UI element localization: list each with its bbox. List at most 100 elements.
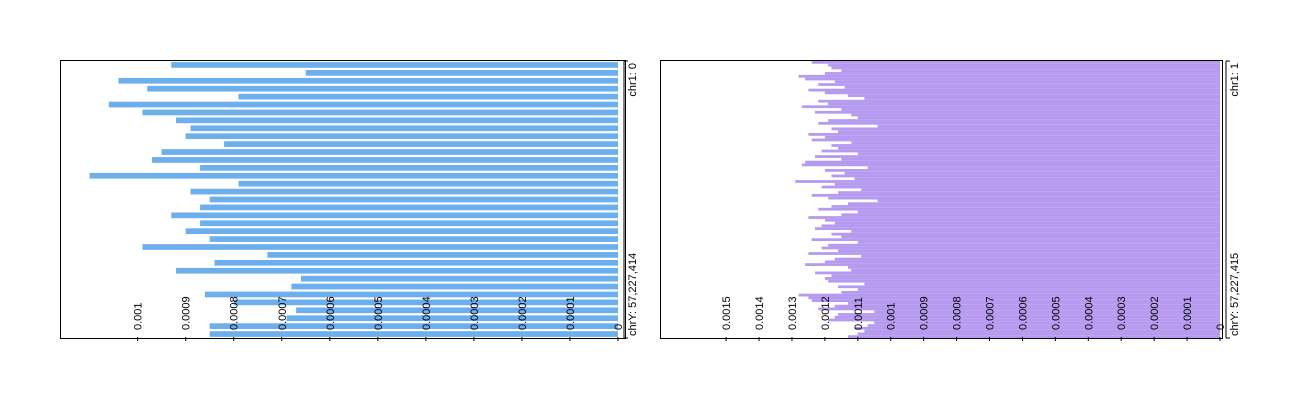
- right-bar: [857, 288, 1220, 291]
- right-value-tick-label: 0.0015: [721, 296, 733, 330]
- right-bar: [828, 102, 1220, 106]
- right-value-tick-label: 0.001: [886, 302, 898, 330]
- right-bar: [857, 152, 1220, 156]
- right-bar: [811, 193, 1220, 197]
- right-bar: [828, 243, 1220, 247]
- left-bar: [171, 212, 618, 219]
- right-bar: [834, 182, 1220, 186]
- right-bar: [847, 265, 1220, 269]
- right-bar: [821, 224, 1220, 228]
- right-bar: [877, 124, 1220, 128]
- left-bar: [305, 70, 618, 76]
- right-bar: [877, 199, 1220, 203]
- right-bar: [818, 83, 1220, 86]
- right-bar: [824, 277, 1220, 280]
- left-value-tick-label: 0.0006: [325, 296, 337, 330]
- left-chrom-start-label: chr1: 0: [627, 63, 639, 97]
- left-bar: [286, 315, 618, 322]
- right-bar: [821, 246, 1220, 250]
- right-bar: [815, 110, 1220, 114]
- right-bar: [824, 260, 1220, 264]
- right-bar: [821, 149, 1220, 153]
- right-value-tick-label: 0.0009: [919, 296, 931, 330]
- right-bar: [811, 61, 1220, 64]
- right-bar: [861, 188, 1220, 192]
- right-bar: [805, 77, 1220, 81]
- right-bar: [815, 227, 1220, 230]
- right-bar: [867, 324, 1220, 327]
- right-bar: [805, 160, 1220, 164]
- left-value-tick-label: 0.0009: [181, 296, 193, 330]
- right-bar: [824, 135, 1220, 139]
- right-value-tick-label: 0.0012: [820, 296, 832, 330]
- right-bar: [838, 285, 1220, 289]
- right-value-tick-label: 0.0007: [985, 296, 997, 330]
- right-bar: [824, 218, 1220, 222]
- right-bar: [838, 313, 1220, 316]
- right-bar: [828, 318, 1220, 322]
- right-bar: [818, 307, 1220, 311]
- right-bar: [818, 207, 1220, 211]
- right-bar: [811, 299, 1220, 302]
- right-bar: [847, 335, 1220, 338]
- left-bar: [214, 259, 618, 266]
- left-bar: [176, 267, 619, 274]
- right-bar: [847, 202, 1220, 206]
- left-bar: [209, 331, 619, 337]
- right-bar: [857, 116, 1220, 120]
- right-bar: [795, 180, 1220, 183]
- right-bar: [828, 279, 1220, 283]
- right-value-tick-label: 0.0003: [1116, 296, 1128, 330]
- left-value-tick-label: 0.0001: [565, 296, 577, 330]
- left-bar: [224, 141, 618, 147]
- right-bar: [851, 268, 1220, 272]
- right-value-tick-label: 0.0011: [853, 297, 865, 330]
- left-value-tick-label: 0.0004: [421, 296, 433, 330]
- right-bar: [808, 88, 1220, 92]
- right-bar: [834, 257, 1220, 261]
- right-bar: [824, 72, 1220, 75]
- right-bar: [857, 241, 1220, 244]
- right-bar: [831, 144, 1220, 147]
- left-bar: [190, 125, 618, 132]
- right-bar: [831, 274, 1220, 278]
- left-bar: [204, 291, 618, 298]
- left-bar: [89, 172, 619, 179]
- right-bar: [798, 293, 1220, 297]
- right-bar: [867, 166, 1220, 170]
- right-bar: [831, 205, 1220, 208]
- left-bar: [108, 101, 619, 108]
- right-bar: [824, 169, 1220, 172]
- right-value-tick-label: 0.0013: [787, 296, 799, 330]
- right-bar: [864, 282, 1220, 286]
- right-value-tick-label: 0.0001: [1182, 296, 1194, 330]
- right-bar: [841, 157, 1220, 161]
- left-bar: [233, 299, 618, 306]
- right-bar: [801, 105, 1220, 109]
- right-bar: [857, 210, 1220, 214]
- right-bar: [824, 91, 1220, 95]
- right-bar: [834, 221, 1220, 225]
- left-chrom-end-label: chrY: 57,227,414: [627, 253, 639, 336]
- right-bar: [851, 113, 1220, 117]
- right-bar: [834, 315, 1220, 319]
- left-bar: [147, 85, 618, 92]
- right-bar: [798, 74, 1220, 78]
- right-bar: [841, 290, 1220, 294]
- left-value-tick-label: 0.0003: [469, 296, 481, 330]
- right-bar: [847, 94, 1220, 98]
- right-bar: [828, 119, 1220, 122]
- right-bar: [818, 121, 1220, 125]
- right-bar: [851, 141, 1220, 145]
- right-bar: [841, 235, 1220, 239]
- left-value-tick-label: 0.0007: [277, 296, 289, 330]
- right-bar: [857, 332, 1220, 336]
- left-bar: [190, 188, 618, 195]
- right-bar: [838, 249, 1220, 253]
- left-bar: [300, 275, 618, 282]
- right-bar: [815, 155, 1220, 158]
- right-bar: [831, 174, 1220, 178]
- right-bar: [844, 171, 1220, 175]
- left-bar: [209, 323, 619, 329]
- right-bar: [838, 191, 1220, 194]
